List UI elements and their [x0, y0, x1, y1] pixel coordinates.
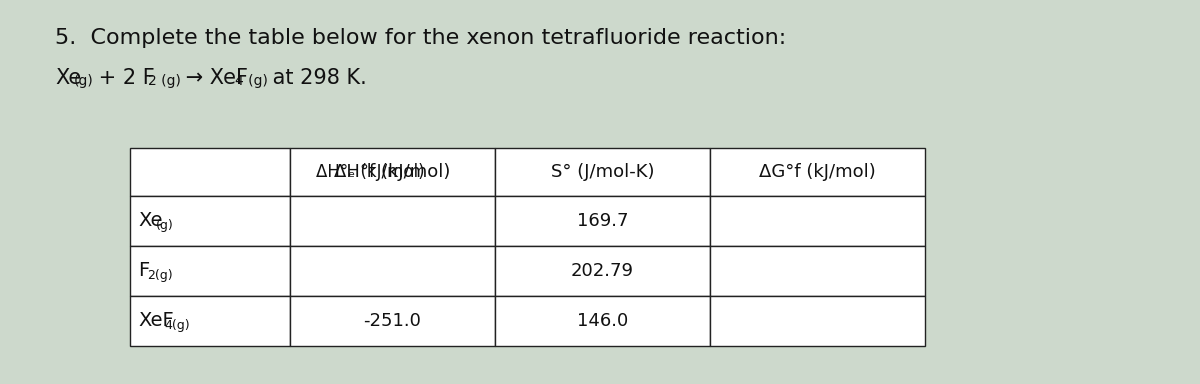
Text: F: F	[138, 262, 149, 280]
Text: 5.  Complete the table below for the xenon tetrafluoride reaction:: 5. Complete the table below for the xeno…	[55, 28, 786, 48]
Text: -251.0: -251.0	[364, 312, 421, 330]
Bar	[710, 296, 925, 346]
Bar	[130, 196, 290, 246]
Text: XeF: XeF	[138, 311, 174, 331]
Text: (g): (g)	[156, 220, 173, 232]
Bar	[496, 246, 710, 296]
Bar	[710, 246, 925, 296]
Text: 4(g): 4(g)	[164, 319, 190, 333]
Text: 2(g): 2(g)	[146, 270, 173, 283]
Bar	[496, 296, 710, 346]
Text: Xe: Xe	[55, 68, 82, 88]
Bar	[130, 148, 290, 196]
Text: at 298 K.: at 298 K.	[266, 68, 366, 88]
Bar	[290, 246, 496, 296]
Text: → XeF: → XeF	[179, 68, 248, 88]
Text: 4 (g): 4 (g)	[235, 74, 268, 88]
Text: ΔH°ₑ (kJ/mol): ΔH°ₑ (kJ/mol)	[316, 163, 425, 181]
Text: Xe: Xe	[138, 212, 162, 230]
Text: 146.0: 146.0	[577, 312, 628, 330]
Text: ΔG°f (kJ/mol): ΔG°f (kJ/mol)	[760, 163, 876, 181]
Bar	[710, 148, 925, 196]
Text: S° (J/mol-K): S° (J/mol-K)	[551, 163, 654, 181]
Bar	[130, 296, 290, 346]
Text: 2 (g): 2 (g)	[148, 74, 181, 88]
Text: (g): (g)	[73, 74, 94, 88]
Text: + 2 F: + 2 F	[92, 68, 155, 88]
Bar	[496, 196, 710, 246]
Bar	[710, 196, 925, 246]
Text: 202.79: 202.79	[571, 262, 634, 280]
Bar	[496, 148, 710, 196]
Bar	[130, 246, 290, 296]
Text: 169.7: 169.7	[577, 212, 629, 230]
Bar	[290, 196, 496, 246]
Bar	[290, 296, 496, 346]
Text: ΔH°f (kJ/mol): ΔH°f (kJ/mol)	[335, 163, 451, 181]
Bar	[290, 148, 496, 196]
